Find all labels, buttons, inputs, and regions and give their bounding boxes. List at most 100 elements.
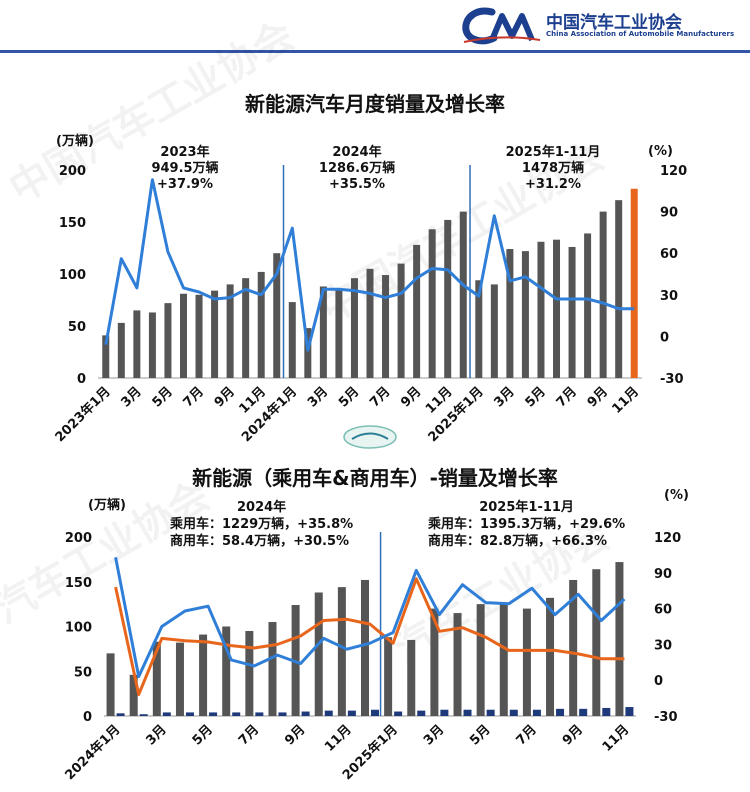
bar — [475, 280, 483, 378]
bar — [209, 712, 218, 716]
x-tick-label: 5月 — [467, 722, 493, 748]
bar — [319, 286, 327, 378]
bar — [584, 233, 592, 378]
chart2-title: 新能源（乘用车&商用车）-销量及增长率 — [192, 466, 558, 490]
growth-line — [104, 178, 635, 352]
org-logo: 中国汽车工业协会 China Association of Automobile… — [462, 4, 742, 48]
bar — [430, 608, 439, 716]
bar — [553, 239, 561, 378]
bar — [509, 709, 518, 716]
bar — [371, 709, 379, 716]
x-tick-label: 3月 — [421, 722, 447, 748]
bar — [499, 604, 508, 716]
x-tick-label: 7月 — [514, 722, 540, 748]
y2-tick-label: 90 — [660, 206, 678, 221]
chart1-right-unit: (%) — [648, 144, 673, 159]
annotation-total: 1478万辆 — [521, 161, 585, 176]
bar — [413, 244, 421, 378]
annotation-total: 949.5万辆 — [151, 161, 219, 176]
bar — [304, 328, 312, 378]
bar — [226, 284, 234, 378]
bar — [222, 626, 231, 716]
annotation-commercial: 商用车：58.4万辆，+30.5% — [170, 534, 350, 549]
bar — [175, 642, 184, 716]
y-tick-label: 100 — [65, 621, 92, 636]
chart2-right-unit: (%) — [664, 488, 689, 503]
bar — [129, 674, 138, 716]
bar — [476, 604, 485, 716]
chart2-annotation-2025: 2025年1-11月 乘用车：1395.3万辆，+29.6% 商用车：82.8万… — [428, 499, 625, 550]
annotation-growth: +31.2% — [525, 177, 581, 192]
bar — [324, 710, 333, 716]
x-tick-label: 9月 — [282, 722, 308, 748]
bar — [463, 709, 472, 716]
bar — [164, 303, 172, 378]
chart1-annotation-2023: 2023年 949.5万辆 +37.9% — [140, 145, 230, 193]
annotation-year: 2025年1-11月 — [479, 500, 574, 515]
annotation-year: 2024年 — [332, 145, 382, 160]
org-name: 中国汽车工业协会 — [546, 13, 682, 33]
y2-tick-label: -30 — [660, 372, 684, 387]
y-tick-label: 50 — [68, 320, 86, 335]
bar — [314, 592, 323, 716]
bar — [417, 710, 426, 716]
chart2-left-unit: (万辆) — [88, 498, 126, 513]
bar — [506, 249, 514, 378]
bar — [255, 712, 264, 716]
bar — [569, 579, 578, 716]
annotation-passenger: 乘用车：1395.3万辆，+29.6% — [428, 517, 626, 532]
x-tick-label: 11月 — [600, 722, 633, 755]
bar — [350, 278, 358, 378]
bar — [185, 712, 194, 716]
bar — [556, 708, 565, 716]
bar — [602, 707, 611, 716]
bar — [366, 268, 374, 378]
bar — [615, 562, 624, 716]
bar — [257, 271, 265, 378]
y2-tick-label: 60 — [660, 247, 678, 262]
annotation-year: 2023年 — [160, 145, 210, 160]
y-tick-label: 200 — [65, 531, 92, 546]
annotation-growth: +37.9% — [157, 177, 213, 192]
bar — [486, 709, 495, 716]
bar — [232, 712, 241, 716]
x-tick-label: 5月 — [190, 722, 216, 748]
bar — [592, 569, 601, 716]
bar — [522, 608, 531, 716]
bar — [347, 710, 356, 716]
bar — [440, 709, 449, 716]
bar — [139, 714, 148, 716]
bar — [407, 639, 416, 716]
annotation-year: 2024年 — [237, 500, 287, 515]
y-tick-label: 100 — [59, 268, 86, 283]
bar — [630, 188, 638, 378]
bar — [242, 278, 250, 378]
y-tick-label: 50 — [74, 665, 92, 680]
bar — [162, 712, 171, 716]
x-tick-label: 3月 — [143, 722, 169, 748]
bar — [288, 302, 296, 378]
chart1-annotation-2024: 2024年 1286.6万辆 +35.5% — [302, 145, 412, 193]
bar — [335, 289, 343, 378]
bar — [361, 579, 369, 716]
bar — [459, 211, 467, 378]
growth-line — [114, 557, 626, 679]
chart2-annotation-2024: 2024年 乘用车：1229万辆，+35.8% 商用车：58.4万辆，+30.5… — [170, 499, 353, 550]
event-badge-icon — [340, 424, 400, 450]
org-name-en: China Association of Automobile Manufact… — [546, 30, 735, 38]
bar — [337, 587, 346, 716]
annotation-total: 1286.6万辆 — [318, 161, 396, 176]
growth-line — [114, 577, 625, 696]
x-tick-label: 11月 — [322, 722, 355, 755]
y2-tick-label: 30 — [654, 638, 672, 653]
bar — [199, 634, 208, 716]
y2-tick-label: 120 — [654, 531, 681, 546]
chart1-annotation-2025: 2025年1-11月 1478万辆 +31.2% — [488, 145, 618, 193]
bar — [382, 275, 390, 378]
bar — [148, 312, 156, 378]
y2-tick-label: 120 — [660, 164, 687, 179]
bar — [384, 637, 393, 716]
bar — [245, 630, 254, 716]
